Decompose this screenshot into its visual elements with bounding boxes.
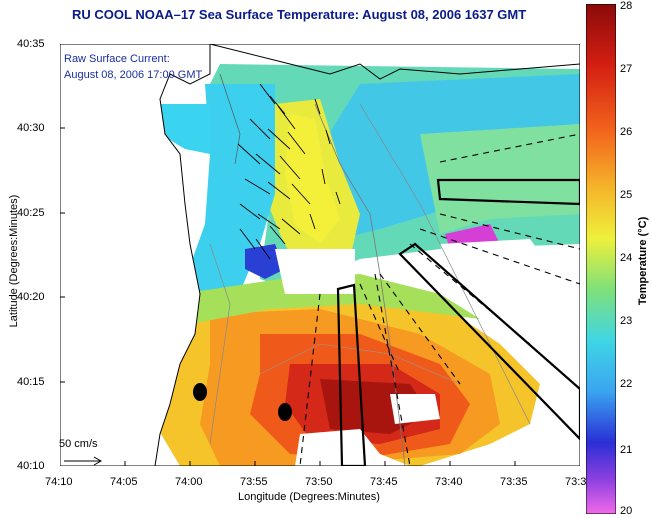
x-tick: 74:05 xyxy=(110,476,138,488)
x-tick: 74:10 xyxy=(45,476,73,488)
x-tick: 73:3 xyxy=(565,476,587,488)
y-tick: 40:20 xyxy=(17,291,45,303)
y-tick: 40:10 xyxy=(17,460,45,472)
y-axis-label: Latitude (Degrees:Minutes) xyxy=(8,194,20,328)
x-tick: 74:00 xyxy=(175,476,203,488)
x-tick: 73:50 xyxy=(305,476,333,488)
colorbar-tick: 28 xyxy=(620,0,633,12)
scale-label: 50 cm/s xyxy=(59,438,98,450)
x-tick: 73:45 xyxy=(370,476,398,488)
x-tick: 73:55 xyxy=(240,476,268,488)
y-tick: 40:35 xyxy=(17,38,45,50)
y-tick: 40:30 xyxy=(17,122,45,134)
colorbar-tick: 23 xyxy=(620,315,633,327)
colorbar-tick: 26 xyxy=(620,126,633,138)
x-tick: 73:40 xyxy=(435,476,463,488)
colorbar-tick: 27 xyxy=(620,63,633,75)
current-timestamp: August 08, 2006 17:00 GMT xyxy=(64,69,203,81)
colorbar-tick: 21 xyxy=(620,444,633,456)
colorbar-tick: 20 xyxy=(620,505,633,517)
map-title: RU COOL NOAA–17 Sea Surface Temperature:… xyxy=(72,7,527,22)
x-axis-label: Longitude (Degrees:Minutes) xyxy=(238,491,380,503)
colorbar-tick: 22 xyxy=(620,378,633,390)
y-tick: 40:25 xyxy=(17,207,45,219)
y-tick: 40:15 xyxy=(17,376,45,388)
colorbar-tick: 25 xyxy=(620,189,633,201)
colorbar-label: Temperature (°C) xyxy=(637,216,649,306)
current-label: Raw Surface Current: xyxy=(64,53,170,65)
x-tick: 73:35 xyxy=(500,476,528,488)
sst-map xyxy=(60,44,580,466)
temperature-colorbar xyxy=(586,4,616,514)
colorbar-tick: 24 xyxy=(620,252,633,264)
